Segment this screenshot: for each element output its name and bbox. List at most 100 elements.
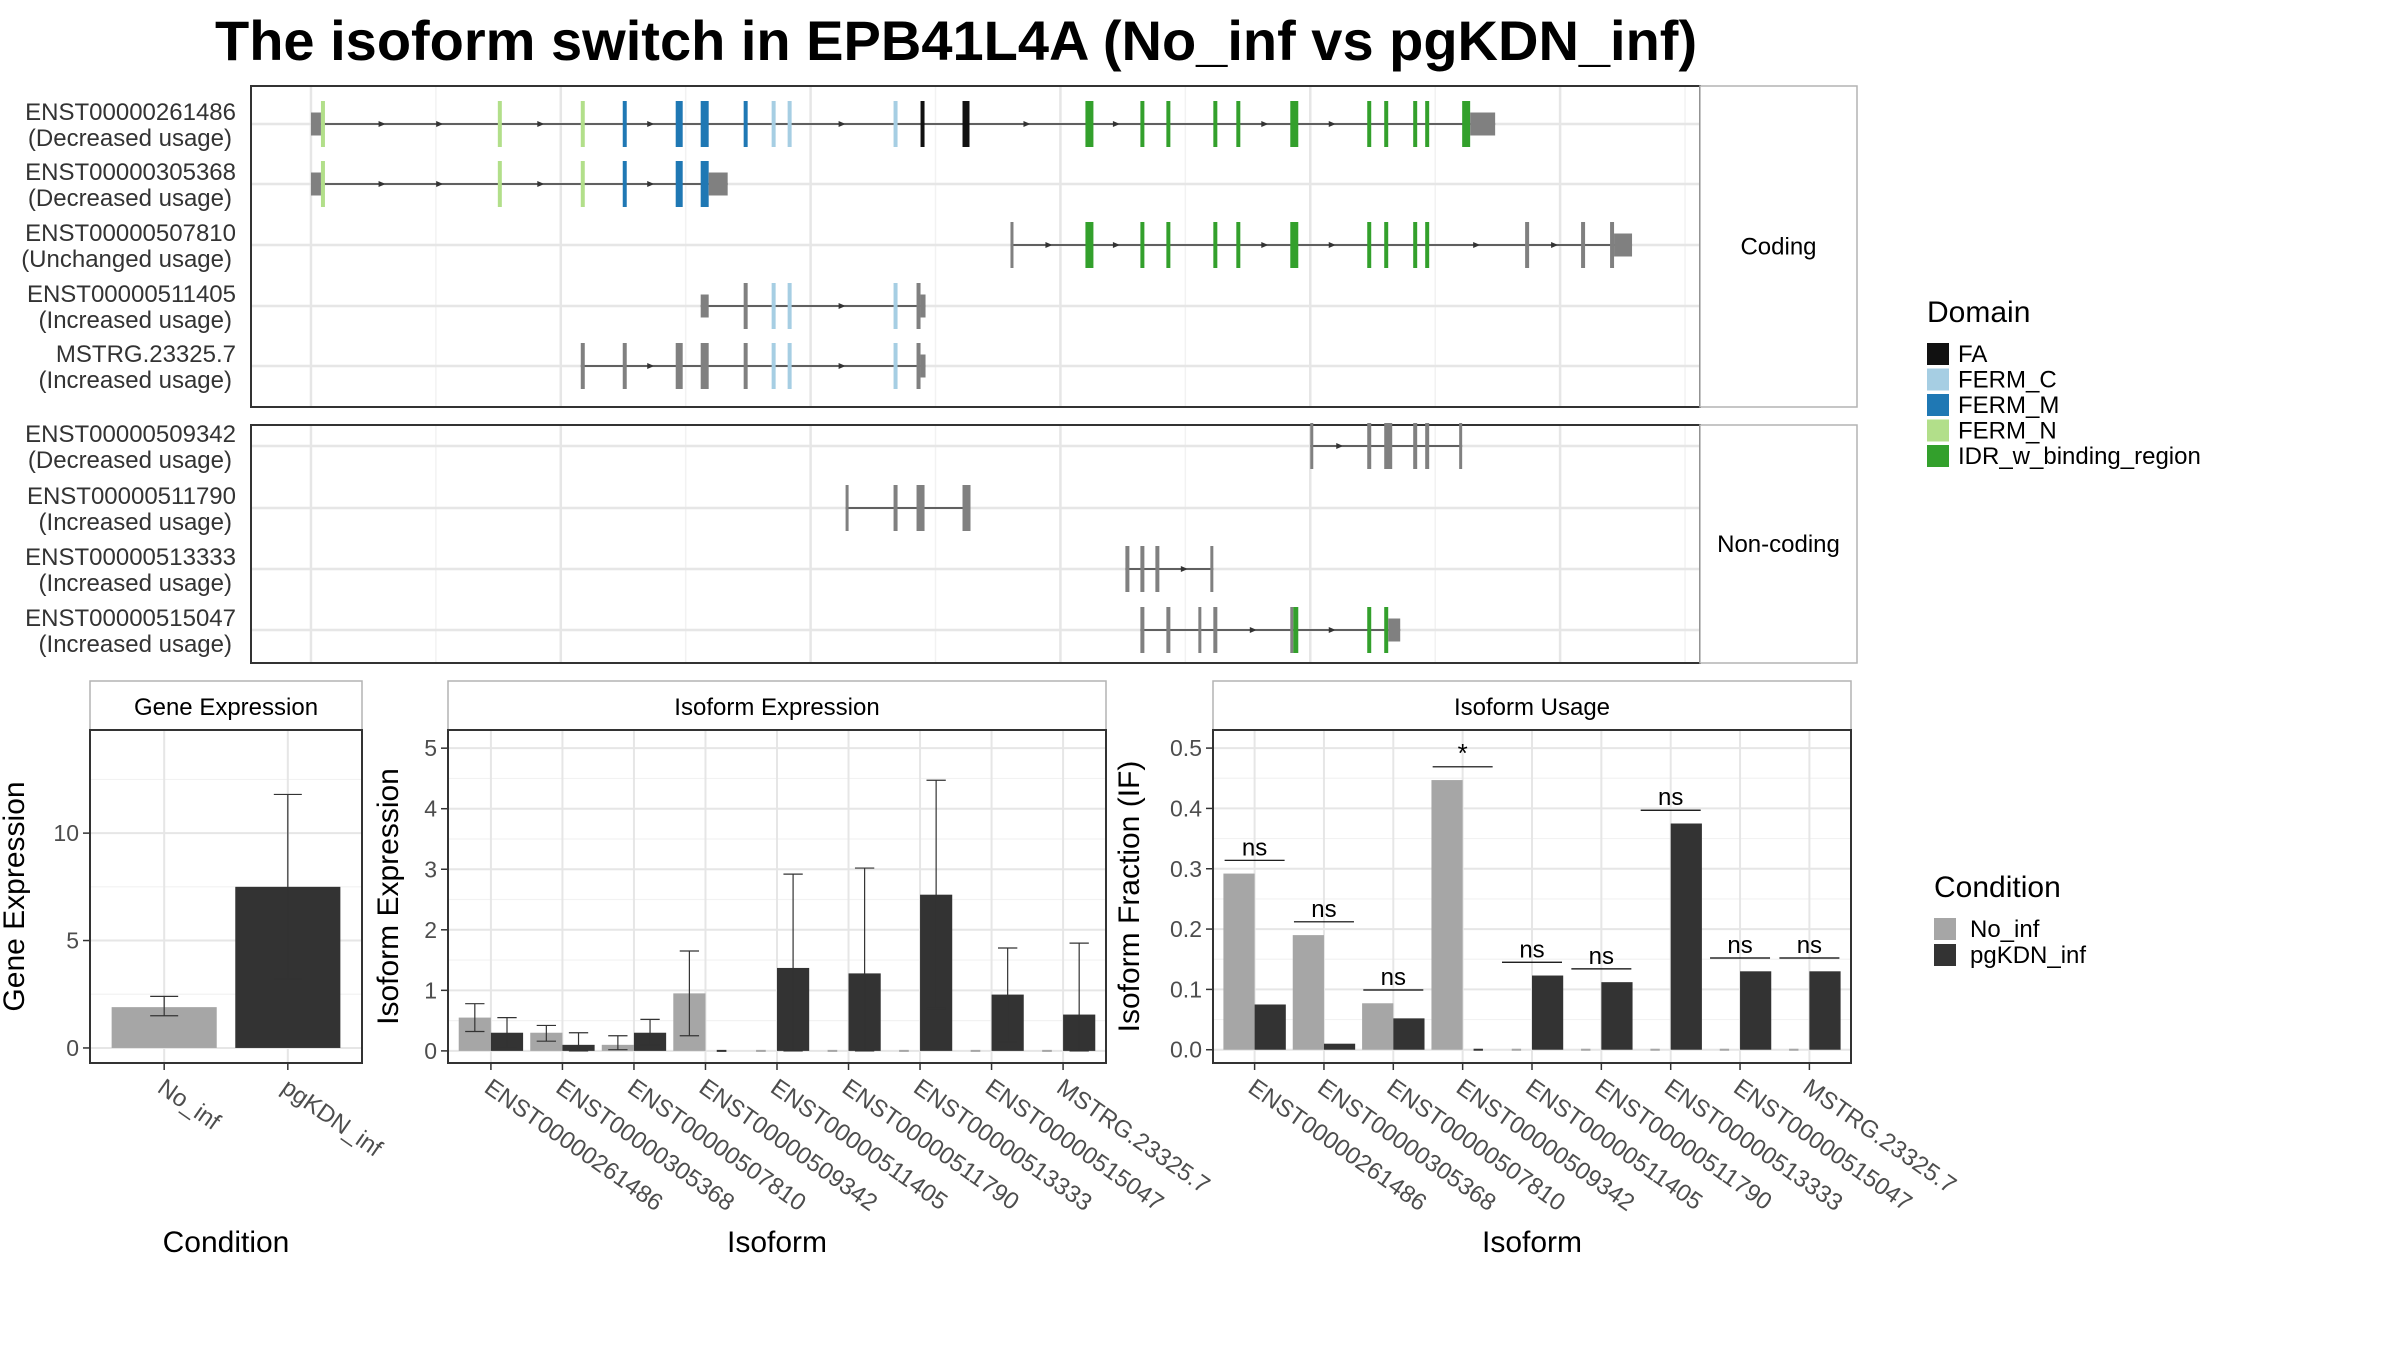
isoform-usage-label: (Increased usage) <box>39 307 232 334</box>
exon-block <box>920 101 925 147</box>
exon-block <box>1213 222 1218 268</box>
y-tick-label: 0.1 <box>1170 976 1202 1002</box>
exon-block <box>1140 222 1145 268</box>
direction-arrow <box>537 121 545 127</box>
significance-label: ns <box>1381 964 1406 991</box>
bar-panel-2: Isoform Usage ns ns ns * ns ns ns ns ns 0.0 0.1 0.2 0… <box>1113 680 1961 1259</box>
significance-label: ns <box>1311 896 1336 923</box>
condition-legend-key <box>1934 944 1956 966</box>
condition-legend-label: pgKDN_inf <box>1970 942 2086 969</box>
exon-block <box>675 161 683 207</box>
isoform-track: ENST00000515047(Increased usage) <box>25 605 1401 658</box>
isoform-usage-label: (Decreased usage) <box>28 447 232 474</box>
isoform-id-label: MSTRG.23325.7 <box>56 341 236 368</box>
bar <box>1532 975 1564 1050</box>
exon-block <box>1425 423 1430 469</box>
direction-arrow <box>1023 121 1031 127</box>
bar <box>1601 982 1633 1050</box>
domain-legend-title: Domain <box>1927 296 2030 329</box>
y-tick-label: 0.4 <box>1170 795 1202 821</box>
y-tick-label: 1 <box>424 977 437 1003</box>
bar <box>1740 971 1772 1050</box>
exon-block <box>1290 101 1299 147</box>
exon-block <box>787 343 792 389</box>
direction-arrow <box>1112 121 1120 127</box>
direction-arrow <box>1551 242 1559 248</box>
exon-block <box>1384 607 1389 653</box>
exon-block <box>1166 222 1171 268</box>
exon-block <box>1210 546 1214 592</box>
exon-block <box>700 161 709 207</box>
exon-block <box>1085 101 1094 147</box>
domain-legend-key <box>1927 394 1949 416</box>
exon-block <box>622 161 627 207</box>
exon-block <box>497 101 502 147</box>
exon-block <box>700 101 709 147</box>
exon-block <box>1581 222 1586 268</box>
exon-block <box>893 343 898 389</box>
x-axis-title: Condition <box>163 1226 290 1259</box>
domain-legend-key <box>1927 343 1949 365</box>
exon-block <box>700 343 709 389</box>
domain-legend-label: IDR_w_binding_region <box>1958 443 2201 470</box>
y-axis-title: Gene Expression <box>0 781 31 1011</box>
exon-block <box>580 101 585 147</box>
exon-block <box>1614 233 1633 257</box>
exon-block <box>1384 423 1393 469</box>
condition-legend-key <box>1934 918 1956 940</box>
exon-block <box>320 101 325 147</box>
exon-block <box>787 101 792 147</box>
y-tick-label: 2 <box>424 917 437 943</box>
exon-block <box>622 101 627 147</box>
exon-block <box>1470 112 1496 136</box>
isoform-track: MSTRG.23325.7(Increased usage) <box>39 341 926 394</box>
exon-block <box>1610 222 1615 268</box>
direction-arrow <box>1261 242 1269 248</box>
exon-block <box>1388 618 1401 642</box>
exon-block <box>893 485 898 531</box>
direction-arrow <box>1328 627 1336 633</box>
x-axis-title: Isoform <box>1482 1226 1582 1259</box>
exon-block <box>1413 423 1418 469</box>
isoform-id-label: ENST00000515047 <box>25 605 236 632</box>
exon-block <box>916 343 921 389</box>
exon-block <box>1140 101 1145 147</box>
direction-arrow <box>1045 242 1053 248</box>
exon-block <box>1525 222 1530 268</box>
isoform-usage-label: (Unchanged usage) <box>21 246 232 273</box>
bar <box>530 1032 563 1051</box>
direction-arrow <box>378 121 386 127</box>
y-tick-label: 0 <box>66 1035 79 1061</box>
exon-block <box>771 101 776 147</box>
direction-arrow <box>1180 566 1188 572</box>
exon-block <box>675 101 683 147</box>
direction-arrow <box>1328 242 1336 248</box>
exon-block <box>1462 101 1471 147</box>
panel-strip <box>89 680 363 731</box>
isoform-id-label: ENST00000261486 <box>25 99 236 126</box>
domain-legend-label: FERM_M <box>1958 392 2059 419</box>
exon-block <box>1290 222 1299 268</box>
direction-arrow <box>537 181 545 187</box>
direction-arrow <box>1328 121 1336 127</box>
panel-strip <box>1699 85 1858 408</box>
significance-label: ns <box>1589 943 1614 970</box>
exon-block <box>1155 546 1160 592</box>
isoform-usage-label: (Decreased usage) <box>28 185 232 212</box>
bar-panel-1: Isoform Expression012345ENST00000261486E… <box>372 680 1215 1259</box>
y-tick-label: 0.2 <box>1170 916 1202 942</box>
isoform-id-label: ENST00000513333 <box>25 544 236 571</box>
isoform-id-label: ENST00000305368 <box>25 159 236 186</box>
exon-block <box>1125 546 1130 592</box>
exon-block <box>1425 101 1430 147</box>
exon-block <box>700 294 709 318</box>
bar <box>1670 823 1702 1050</box>
significance-label: ns <box>1727 932 1752 959</box>
isoform-id-label: ENST00000507810 <box>25 220 236 247</box>
isoform-usage-label: (Increased usage) <box>39 367 232 394</box>
significance-label: ns <box>1519 936 1544 963</box>
domain-legend-key <box>1927 445 1949 467</box>
direction-arrow <box>1249 627 1257 633</box>
